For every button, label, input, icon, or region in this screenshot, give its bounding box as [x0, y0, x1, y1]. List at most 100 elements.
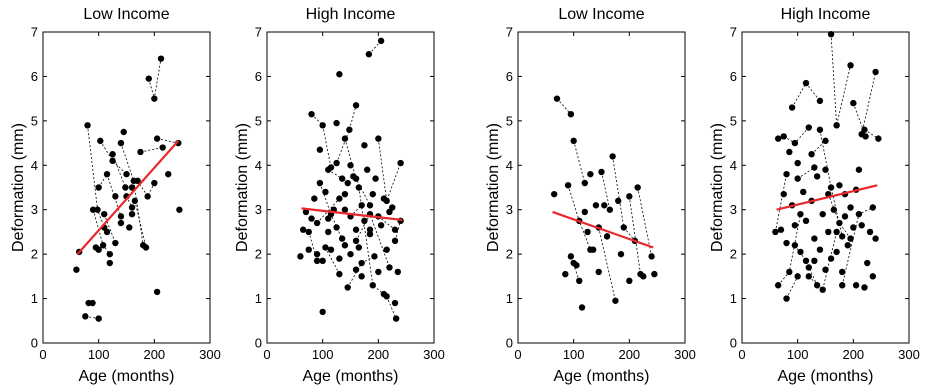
data-point	[95, 315, 102, 322]
data-point	[366, 202, 374, 209]
data-point	[383, 293, 390, 300]
data-point	[592, 202, 600, 209]
data-point	[145, 75, 152, 82]
chart-panel-3: Low Income Age (months) Deformation (mm) 0 1…	[485, 6, 696, 385]
data-point	[122, 184, 129, 191]
x-axis-label: Age (months)	[777, 368, 873, 385]
x-tick-label: 0	[738, 347, 745, 362]
x-tick-label: 200	[618, 347, 640, 362]
data-point	[567, 110, 575, 118]
data-point	[325, 166, 332, 173]
data-point	[813, 173, 821, 180]
y-tick-label: 6	[255, 69, 262, 84]
subject-trace	[325, 247, 340, 275]
data-point	[827, 31, 835, 38]
y-axis-label: Deformation (mm)	[709, 123, 726, 252]
data-point	[822, 166, 829, 173]
data-point	[313, 250, 321, 258]
data-point	[159, 144, 166, 151]
subject-trace	[137, 180, 155, 198]
y-tick-label: 4	[31, 158, 38, 173]
x-tick-label: 0	[39, 347, 46, 362]
data-point	[383, 246, 390, 253]
subject-trace	[378, 216, 396, 231]
regression-line	[552, 210, 654, 249]
data-point	[802, 257, 810, 265]
x-tick-label: 100	[563, 347, 585, 362]
data-point	[617, 250, 625, 258]
data-point	[126, 224, 133, 231]
data-point	[176, 206, 183, 213]
data-point	[316, 179, 324, 187]
data-point	[336, 270, 343, 278]
subject-trace	[861, 71, 876, 135]
x-tick-label: 300	[199, 347, 221, 362]
data-point	[567, 253, 575, 260]
data-point	[313, 257, 321, 265]
data-point	[369, 190, 376, 198]
y-tick-label: 2	[255, 247, 262, 262]
subject-trace	[830, 34, 851, 126]
data-point	[634, 184, 641, 191]
y-tick-label: 7	[31, 25, 38, 40]
data-point	[361, 142, 368, 149]
y-tick-label: 7	[730, 25, 737, 40]
x-tick-label: 300	[423, 347, 445, 362]
y-tick-label: 1	[31, 291, 38, 306]
data-point	[386, 264, 393, 271]
data-point	[341, 190, 349, 198]
y-tick-label: 0	[255, 336, 262, 351]
data-point	[336, 255, 343, 262]
data-point	[872, 68, 879, 76]
data-point	[151, 95, 158, 102]
subject-trace	[134, 200, 147, 248]
data-point	[864, 259, 871, 267]
data-point	[581, 208, 588, 216]
subject-trace	[386, 296, 397, 319]
data-point	[358, 273, 365, 280]
y-tick-label: 1	[255, 291, 262, 306]
data-point	[800, 188, 807, 196]
data-point	[117, 139, 125, 147]
data-point	[92, 244, 100, 251]
y-tick-label: 4	[506, 158, 513, 173]
data-point	[786, 148, 793, 156]
data-point	[352, 266, 360, 273]
data-point	[341, 206, 349, 213]
subject-trace	[394, 220, 401, 241]
subject-trace	[573, 140, 586, 184]
y-tick-label: 6	[730, 69, 737, 84]
data-point	[327, 246, 335, 253]
data-point	[584, 228, 591, 236]
data-point	[319, 257, 326, 265]
data-point	[774, 282, 782, 289]
x-tick-label: 300	[674, 347, 696, 362]
data-point	[109, 150, 116, 158]
y-tick-label: 5	[255, 113, 262, 128]
data-point	[847, 62, 854, 69]
data-point	[153, 288, 161, 296]
data-point	[620, 224, 627, 231]
data-point	[142, 244, 150, 251]
data-point	[308, 110, 315, 118]
x-tick-label: 100	[787, 347, 809, 362]
x-tick-label: 300	[898, 347, 920, 362]
data-point	[576, 277, 583, 284]
data-point	[89, 206, 97, 213]
data-point	[128, 204, 136, 211]
x-tick-label: 200	[842, 347, 864, 362]
data-point	[364, 166, 371, 173]
data-point	[120, 128, 127, 136]
data-point	[772, 228, 779, 236]
y-tick-label: 4	[255, 158, 262, 173]
plot-frame	[266, 31, 435, 344]
data-point	[322, 188, 329, 196]
data-point	[827, 255, 835, 262]
data-point	[375, 268, 382, 276]
plot-frame	[517, 31, 686, 344]
data-point	[319, 308, 326, 316]
y-tick-label: 3	[730, 202, 737, 217]
data-point	[397, 159, 404, 167]
data-point	[825, 228, 832, 236]
data-point	[352, 102, 360, 109]
